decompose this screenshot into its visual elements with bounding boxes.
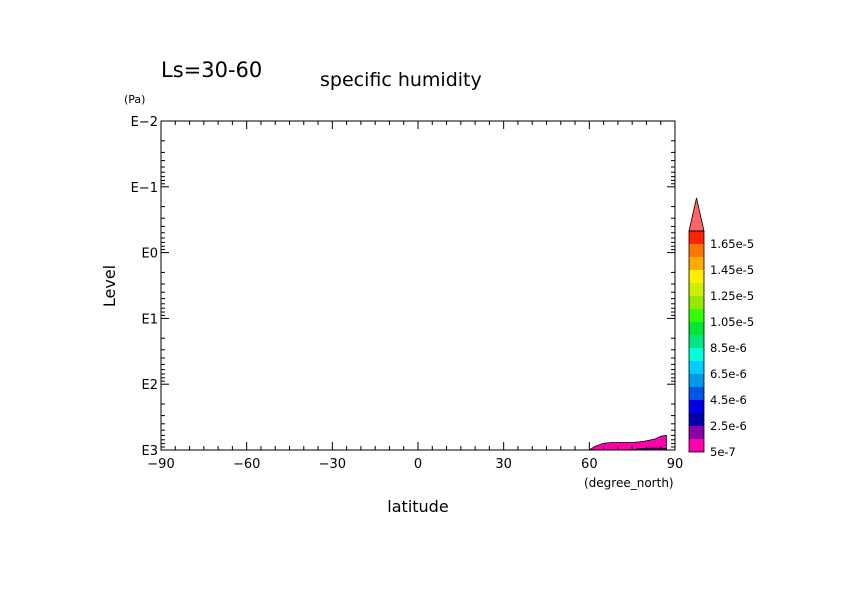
y-tick-label: E3 (142, 444, 159, 459)
colorbar-swatch (689, 439, 704, 452)
y-axis-label: Level (100, 265, 119, 307)
x-tick-label: 90 (667, 457, 684, 472)
colorbar-label: 8.5e-6 (710, 341, 747, 355)
colorbar-label: 4.5e-6 (710, 393, 747, 407)
chart-subtitle: Ls=30-60 (161, 58, 262, 82)
x-tick-label: 0 (414, 457, 422, 472)
colorbar-label: 1.45e-5 (710, 263, 754, 277)
colorbar-frame (688, 230, 705, 453)
y-tick-label: E−1 (131, 181, 158, 196)
y-tick-label: E0 (142, 247, 159, 262)
colorbar-swatch (689, 426, 704, 439)
colorbar-label: 5e-7 (710, 445, 736, 459)
colorbar-swatch (689, 283, 704, 296)
x-tick-label: −60 (233, 457, 260, 472)
x-tick-label: −90 (147, 457, 174, 472)
colorbar-label: 1.25e-5 (710, 289, 754, 303)
x-axis-unit: (degree_north) (584, 476, 674, 490)
colorbar-label: 2.5e-6 (710, 419, 747, 433)
colorbar-swatch (689, 309, 704, 322)
y-tick-label: E−2 (131, 115, 158, 130)
contour-regions (587, 434, 667, 451)
y-axis: E−2 E−1 E0 E1 E2 E3 (131, 115, 675, 459)
y-tick-label: E2 (142, 378, 159, 393)
x-tick-label: −30 (319, 457, 346, 472)
x-tick-label: 60 (581, 457, 598, 472)
contour-region-0 (587, 434, 667, 451)
colorbar-label: 1.65e-5 (710, 237, 754, 251)
colorbar-swatch (689, 400, 704, 413)
colorbar-swatch (689, 361, 704, 374)
colorbar-swatch (689, 270, 704, 283)
colorbar-swatch (689, 322, 704, 335)
colorbar-swatch (689, 374, 704, 387)
x-axis-label: latitude (387, 497, 448, 516)
colorbar: 5e-7 2.5e-6 4.5e-6 6.5e-6 8.5e-6 1.05e-5 1.25e… (688, 197, 754, 459)
colorbar-label: 1.05e-5 (710, 315, 754, 329)
colorbar-swatch (689, 257, 704, 270)
colorbar-extend-arrow (688, 197, 705, 232)
colorbar-swatch (689, 348, 704, 361)
colorbar-swatch (689, 296, 704, 309)
plot-frame (160, 120, 676, 451)
x-tick-label: 30 (495, 457, 512, 472)
colorbar-swatch (689, 387, 704, 400)
colorbar-swatch (689, 413, 704, 426)
y-tick-label: E1 (142, 312, 159, 327)
colorbar-label: 6.5e-6 (710, 367, 747, 381)
colorbar-swatch (689, 335, 704, 348)
x-axis: −90 −60 −30 0 30 60 90 (147, 121, 683, 472)
colorbar-swatch (689, 244, 704, 257)
y-axis-unit: (Pa) (124, 93, 145, 106)
colorbar-swatch (689, 231, 704, 244)
chart-title: specific humidity (320, 69, 482, 91)
